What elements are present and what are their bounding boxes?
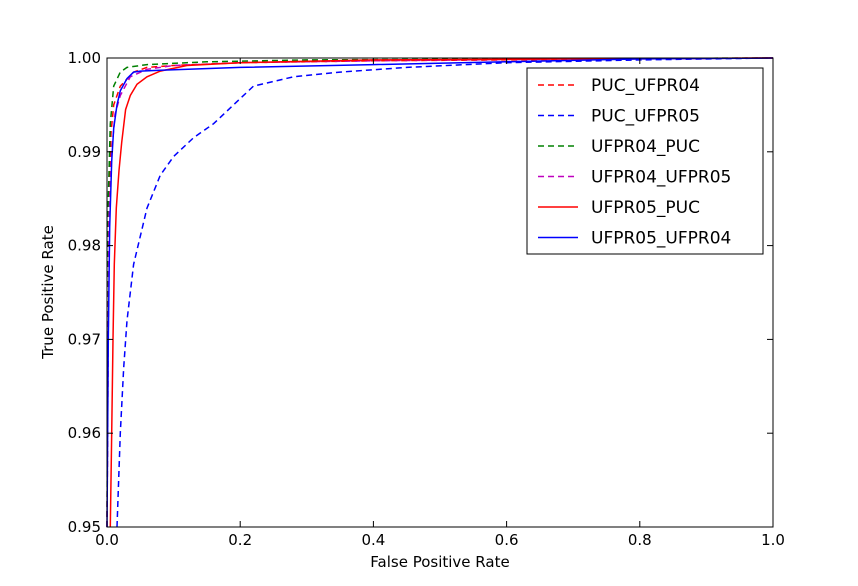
y-tick-label: 0.97 [68, 330, 101, 348]
y-tick-label: 1.00 [68, 49, 101, 67]
plot-frame [106, 57, 774, 528]
legend-label: PUC_UFPR04 [591, 76, 700, 96]
y-tick-label: 0.95 [68, 518, 101, 536]
y-tick-label: 0.99 [68, 143, 101, 161]
legend-label: UFPR04_UFPR05 [591, 168, 731, 188]
x-tick-label: 0.4 [361, 531, 385, 549]
legend-box [526, 67, 764, 255]
legend: PUC_UFPR04 PUC_UFPR05 UFPR04_PUC UFPR04_UFP… [526, 67, 764, 255]
x-tick-label: 0.2 [228, 531, 252, 549]
legend-label: UFPR05_UFPR04 [591, 229, 731, 249]
legend-label: UFPR04_PUC [591, 137, 700, 157]
y-axis: 0.95 0.96 0.97 0.98 0.99 1.00 [68, 49, 773, 536]
series-line-puc-ufpr05 [116, 57, 774, 528]
series-line-ufpr05-puc [109, 57, 774, 528]
legend-label: PUC_UFPR05 [591, 107, 700, 127]
x-tick-label: 0.0 [95, 531, 119, 549]
legend-label: UFPR05_PUC [591, 198, 700, 218]
x-tick-label: 1.0 [761, 531, 785, 549]
x-axis: 0.0 0.2 0.4 0.6 0.8 1.0 [95, 58, 785, 549]
series-line-ufpr05-ufpr04 [106, 57, 774, 528]
x-tick-label: 0.6 [495, 531, 519, 549]
y-tick-label: 0.96 [68, 424, 101, 442]
x-tick-label: 0.8 [628, 531, 652, 549]
x-axis-label: False Positive Rate [370, 553, 509, 571]
y-axis-label: True Positive Rate [39, 225, 57, 360]
y-tick-label: 0.98 [68, 237, 101, 255]
